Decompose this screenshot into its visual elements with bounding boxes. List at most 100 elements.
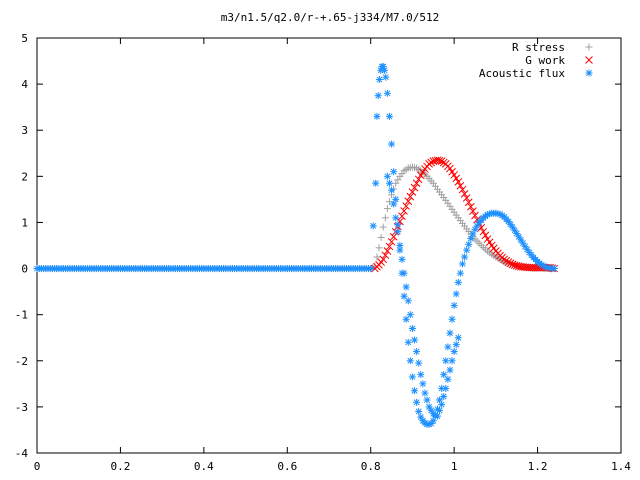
plot-frame bbox=[36, 37, 622, 454]
data-point bbox=[400, 269, 408, 277]
cross-mark-b bbox=[381, 251, 390, 260]
star-mark-d2 bbox=[449, 316, 456, 323]
data-point bbox=[471, 211, 479, 220]
data-point bbox=[550, 265, 558, 273]
star-mark-d2 bbox=[455, 334, 462, 341]
cross-mark-b bbox=[383, 247, 392, 255]
cross-mark-b bbox=[585, 56, 593, 64]
data-point-fill bbox=[452, 174, 461, 183]
star-mark-d2 bbox=[463, 247, 470, 254]
y-tick-label: 2 bbox=[21, 170, 28, 183]
data-point bbox=[462, 194, 471, 202]
data-point-fill bbox=[414, 175, 423, 184]
cross-mark-b bbox=[454, 178, 463, 186]
cross-mark-b bbox=[398, 212, 406, 221]
data-point bbox=[380, 66, 388, 74]
cross-mark-b bbox=[389, 232, 398, 241]
data-point bbox=[508, 260, 517, 269]
data-point bbox=[442, 357, 450, 365]
star-mark-d2 bbox=[401, 293, 408, 300]
data-point-fill bbox=[394, 228, 402, 236]
data-point-fill bbox=[398, 212, 406, 221]
cross-mark-b bbox=[506, 259, 515, 268]
star-mark-d2 bbox=[449, 357, 456, 364]
cross-mark-b bbox=[412, 179, 421, 188]
star-mark-d2 bbox=[381, 67, 388, 74]
cross-mark-b bbox=[517, 262, 525, 271]
cross-mark-b bbox=[446, 164, 454, 173]
data-point-fill bbox=[373, 253, 381, 261]
star-mark-d2 bbox=[409, 325, 416, 332]
x-tick-label: 1 bbox=[451, 460, 458, 473]
star-mark-d2 bbox=[444, 343, 451, 350]
series-2 bbox=[33, 63, 558, 428]
star-mark-d2 bbox=[399, 256, 405, 263]
x-tick-label: 0 bbox=[34, 460, 41, 473]
legend-label: R stress bbox=[512, 41, 565, 54]
y-tick-label: -3 bbox=[15, 401, 28, 414]
x-tick-label: 1.4 bbox=[611, 460, 631, 473]
data-point-fill bbox=[465, 240, 473, 248]
data-point-fill bbox=[406, 311, 414, 319]
star-mark-d2 bbox=[515, 233, 522, 240]
star-mark-d2 bbox=[459, 260, 466, 267]
cross-mark-b bbox=[485, 238, 494, 247]
star-mark-d2 bbox=[405, 297, 412, 304]
data-point-fill bbox=[444, 375, 452, 383]
cross-mark-b bbox=[510, 261, 519, 269]
data-point bbox=[413, 398, 421, 406]
data-point bbox=[463, 246, 471, 254]
star-mark-d2 bbox=[386, 180, 393, 187]
data-point bbox=[442, 384, 450, 392]
data-point-fill bbox=[402, 202, 411, 210]
x-tick-label: 0.4 bbox=[194, 460, 214, 473]
star-mark-d2 bbox=[434, 413, 441, 420]
data-point bbox=[450, 301, 458, 309]
cross-mark-b bbox=[483, 235, 492, 243]
series-layer bbox=[33, 63, 559, 428]
star-mark-d2 bbox=[390, 201, 397, 207]
star-mark-d2 bbox=[388, 187, 395, 194]
data-point bbox=[388, 186, 396, 194]
data-point-fill bbox=[435, 156, 444, 165]
data-point bbox=[373, 112, 381, 120]
data-point bbox=[415, 408, 423, 415]
data-point bbox=[412, 179, 421, 188]
star-mark-d2 bbox=[415, 360, 422, 367]
data-point-fill bbox=[389, 232, 398, 241]
data-point bbox=[404, 338, 412, 346]
star-mark-d2 bbox=[417, 371, 424, 378]
cross-mark-b bbox=[387, 237, 396, 246]
data-point-fill bbox=[385, 242, 394, 251]
star-mark-d2 bbox=[380, 63, 387, 70]
cross-mark-b bbox=[410, 183, 419, 192]
data-point-fill bbox=[469, 207, 477, 216]
cross-mark-b bbox=[469, 207, 477, 216]
star-mark-d2 bbox=[436, 407, 443, 414]
cross-mark-b bbox=[414, 175, 423, 184]
cross-mark-b bbox=[406, 192, 415, 201]
data-point bbox=[438, 401, 446, 409]
chart-title: m3/n1.5/q2.0/r-+.65-j334/M7.0/512 bbox=[221, 11, 440, 24]
star-mark-d2 bbox=[519, 240, 526, 247]
data-point bbox=[406, 357, 414, 365]
axes: 0 0.2 0.4 0.6 0.8 1 1.2 1.4 -4 -3 -2 -1 0 1 2 3 4 5 bbox=[15, 32, 632, 473]
star-mark-d2 bbox=[390, 168, 397, 175]
data-point bbox=[421, 389, 429, 397]
star-mark-d2 bbox=[457, 270, 464, 277]
star-mark-d2 bbox=[407, 357, 414, 364]
star-mark-d2 bbox=[367, 265, 374, 272]
data-point bbox=[400, 292, 408, 300]
data-point-fill bbox=[369, 222, 377, 230]
star-mark-d2 bbox=[517, 236, 524, 243]
data-point-fill bbox=[398, 255, 406, 263]
star-mark-d2 bbox=[511, 227, 518, 234]
cross-mark-b bbox=[471, 211, 479, 220]
star-mark-d2 bbox=[382, 74, 389, 81]
data-point-fill bbox=[402, 283, 410, 291]
data-point bbox=[458, 185, 467, 194]
data-point bbox=[513, 230, 521, 238]
data-point-fill bbox=[419, 380, 427, 388]
data-point bbox=[411, 387, 419, 395]
